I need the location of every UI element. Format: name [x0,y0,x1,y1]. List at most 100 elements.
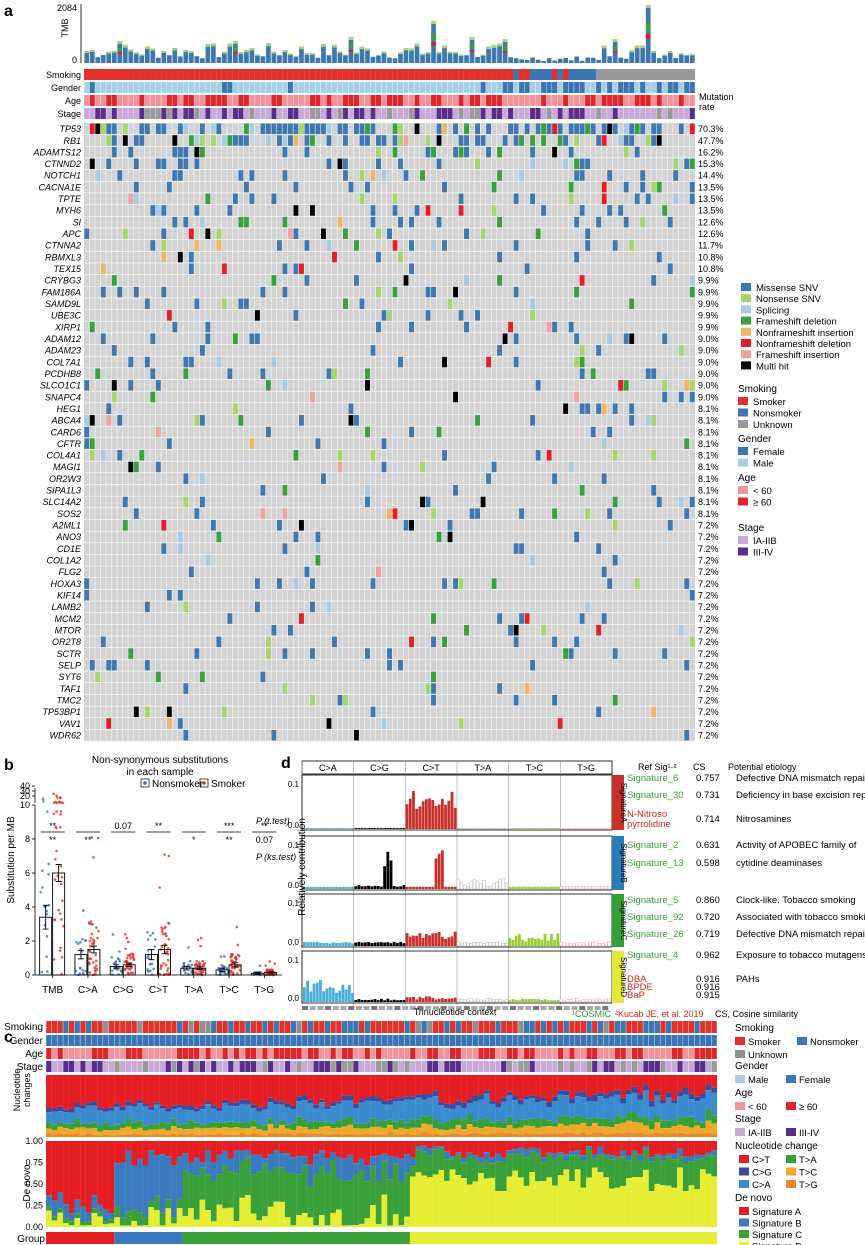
c-gender-cell [74,1035,80,1046]
c-legend-swatch [786,1102,796,1110]
c-nucleotide-segment [466,1075,473,1100]
mutation-cell [629,135,635,146]
mutation-cell [436,531,442,543]
c-nucleotide-segment [250,1120,257,1127]
tmb-bar [579,60,585,63]
c-nucleotide-segment [176,1134,183,1137]
smoking-cell [507,69,514,80]
c-nucleotide-segment [222,1122,229,1127]
c-nucleotide-segment [227,1121,234,1128]
tmb-bar-nonsense [282,50,288,53]
c-legend-label: Nonsmoker [810,1037,859,1048]
c-gender-cell [609,1035,615,1046]
c-nucleotide-segment [614,1094,621,1116]
c-nucleotide-segment [591,1117,598,1124]
c-nucleotide-segment [63,1123,69,1129]
c-nucleotide-segment [506,1116,513,1126]
mutation-cell [232,333,238,344]
d-context-bar [514,999,518,1002]
stage-cell [348,108,354,119]
age-cell [612,95,618,106]
c-denovo-segment [245,1141,251,1150]
c-denovo-segment [267,1141,274,1155]
d-context-bar [572,998,576,1003]
mutation-rate-value: 8.1% [698,486,719,496]
c-denovo-segment [301,1165,308,1214]
c-smoking-cell [279,1021,285,1033]
d-context-bar [335,886,338,889]
b-category-label: T>A [184,985,203,996]
gender-cell [359,82,365,93]
b-point [88,922,91,925]
c-denovo-segment [358,1170,365,1224]
c-nucleotide-segment [500,1128,507,1134]
d-context-bar [540,939,544,946]
mutation-cell [464,123,470,135]
c-nucleotide-segment [245,1128,251,1135]
mutation-cell [309,601,315,613]
c-stage-cell [80,1061,86,1072]
c-nucleotide-segment [97,1125,103,1132]
mutation-cell [574,170,580,181]
c-denovo-segment [677,1141,683,1149]
tmb-bar [139,54,145,63]
c-age-cell [466,1048,473,1059]
mutation-cell [574,531,580,543]
smoking-cell [601,69,608,80]
c-gender-cell [472,1035,478,1046]
age-cell [464,95,470,106]
mutation-cell [552,636,558,648]
c-denovo-segment [688,1141,695,1157]
gender-cell [183,82,189,93]
tmb-bar [623,58,629,63]
c-denovo-segment [85,1141,92,1213]
b-point [164,932,167,935]
d-context-bar [524,886,528,889]
mutation-cell [150,240,156,251]
c-nucleotide-segment [142,1106,149,1126]
tmb-bar [486,46,491,63]
d-context-bar [588,999,592,1003]
c-nucleotide-segment [398,1075,405,1098]
c-nucleotide-segment [222,1134,229,1137]
mutation-cell [673,170,679,181]
smoking-cell [249,69,255,80]
tmb-bar [475,56,480,63]
mutation-cell [183,496,189,508]
mutation-cell [194,146,200,158]
mutation-cell [651,275,657,286]
mutation-cell [254,310,260,321]
c-denovo-segment [608,1155,615,1160]
c-denovo-segment [63,1141,69,1205]
mutation-cell [249,333,255,344]
c-denovo-segment [387,1225,393,1227]
d-context-bar [601,942,605,947]
b-category-label: TMB [42,985,63,996]
d-context-bar [597,943,602,947]
c-nucleotide-segment [586,1075,592,1097]
d-context-bar [508,1000,512,1002]
c-denovo-segment [694,1141,701,1155]
c-nucleotide-segment [552,1096,558,1102]
c-nucleotide-segment [665,1075,672,1093]
c-nucleotide-segment [580,1075,587,1092]
d-context-bar [594,998,598,1003]
mutation-cell [315,123,321,135]
c-denovo-segment [353,1225,359,1227]
c-nucleotide-segment [216,1122,223,1129]
tmb-bar [552,60,557,63]
c-nucleotide-segment [608,1091,615,1097]
mutation-cell [519,170,525,181]
d-context-bar [347,942,351,946]
c-denovo-segment [102,1209,109,1221]
c-denovo-segment [631,1177,638,1227]
c-nucleotide-segment [444,1130,450,1135]
c-age-cell [643,1048,649,1059]
c-denovo-segment [222,1165,229,1209]
c-gender-cell [518,1035,524,1046]
c-gender-cell [228,1035,234,1046]
mutation-cell [662,205,668,216]
mutation-cell [442,356,447,368]
age-cell [453,95,459,106]
mutation-cell [475,508,481,519]
